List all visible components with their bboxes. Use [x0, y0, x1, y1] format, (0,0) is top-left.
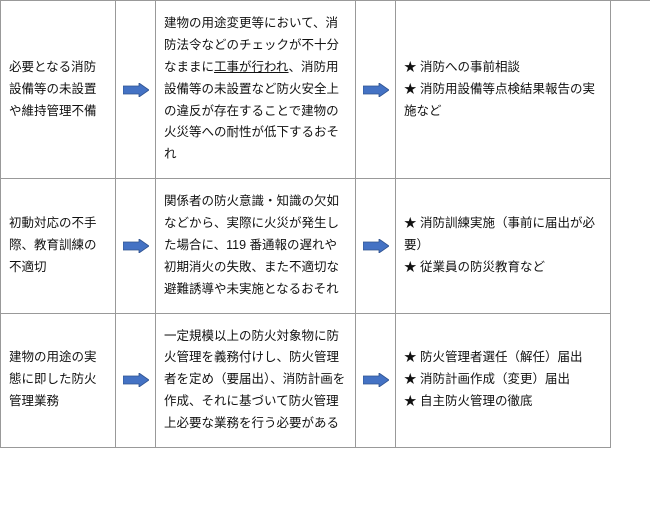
issue-text: 必要となる消防設備等の未設置や維持管理不備: [9, 57, 107, 123]
arrow-right-icon: [123, 83, 149, 97]
row-2-risk: 一定規模以上の防火対象物に防火管理を義務付けし、防火管理者を定め（要届出）、消防…: [156, 314, 356, 448]
row-0-issue: 必要となる消防設備等の未設置や維持管理不備: [1, 1, 116, 179]
row-1-measures: ★ 消防訓練実施（事前に届出が必要） ★ 従業員の防災教育など: [396, 179, 611, 313]
arrow-right-icon: [363, 373, 389, 387]
risk-text: 関係者の防火意識・知識の欠如などから、実際に火災が発生した場合に、119 番通報…: [164, 191, 347, 300]
arrow-right-icon: [363, 239, 389, 253]
row-2-measures: ★ 防火管理者選任（解任）届出 ★ 消防計画作成（変更）届出 ★ 自主防火管理の…: [396, 314, 611, 448]
row-1-issue: 初動対応の不手際、教育訓練の不適切: [1, 179, 116, 313]
fire-safety-table: 必要となる消防設備等の未設置や維持管理不備 建物の用途変更等において、消防法令な…: [0, 0, 650, 448]
row-2-issue: 建物の用途の実態に即した防火管理業務: [1, 314, 116, 448]
measures-text: ★ 消防訓練実施（事前に届出が必要） ★ 従業員の防災教育など: [404, 213, 602, 279]
measures-text: ★ 防火管理者選任（解任）届出 ★ 消防計画作成（変更）届出 ★ 自主防火管理の…: [404, 347, 602, 413]
arrow-right-icon: [123, 239, 149, 253]
row-0-arrow-1: [116, 1, 156, 179]
risk-text: 建物の用途変更等において、消防法令などのチェックが不十分なままに工事が行われ、消…: [164, 13, 347, 166]
row-1-risk: 関係者の防火意識・知識の欠如などから、実際に火災が発生した場合に、119 番通報…: [156, 179, 356, 313]
row-0-risk: 建物の用途変更等において、消防法令などのチェックが不十分なままに工事が行われ、消…: [156, 1, 356, 179]
row-1-arrow-1: [116, 179, 156, 313]
arrow-right-icon: [123, 373, 149, 387]
arrow-right-icon: [363, 83, 389, 97]
issue-text: 建物の用途の実態に即した防火管理業務: [9, 347, 107, 413]
row-0-arrow-2: [356, 1, 396, 179]
row-1-arrow-2: [356, 179, 396, 313]
measures-text: ★ 消防への事前相談 ★ 消防用設備等点検結果報告の実施など: [404, 57, 602, 123]
risk-text: 一定規模以上の防火対象物に防火管理を義務付けし、防火管理者を定め（要届出）、消防…: [164, 326, 347, 435]
row-2-arrow-2: [356, 314, 396, 448]
row-0-measures: ★ 消防への事前相談 ★ 消防用設備等点検結果報告の実施など: [396, 1, 611, 179]
issue-text: 初動対応の不手際、教育訓練の不適切: [9, 213, 107, 279]
row-2-arrow-1: [116, 314, 156, 448]
